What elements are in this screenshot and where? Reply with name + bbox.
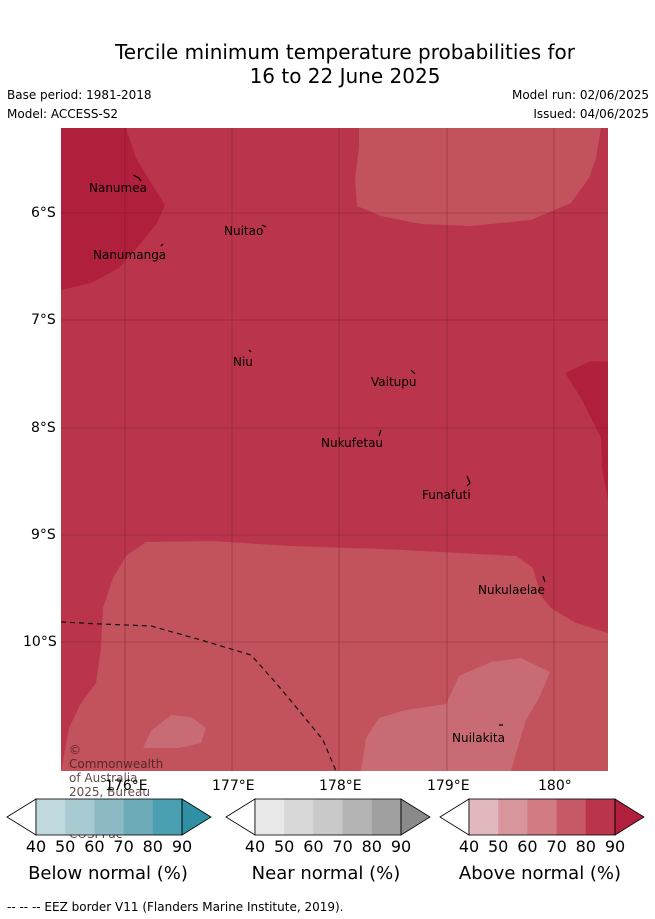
lon-label-178e: 178°E [319, 778, 362, 794]
colorbar-segment [313, 799, 344, 835]
colorbar-outline [254, 798, 402, 836]
colorbar-tick-label: 90 [604, 837, 626, 856]
colorbars [6, 798, 645, 836]
place-label-vaitupu: Vaitupu [371, 375, 417, 389]
place-label-funafuti: Funafuti [422, 488, 471, 502]
lat-label-7s: 7°S [31, 312, 56, 328]
lat-label-9s: 9°S [31, 527, 56, 543]
colorbar-under-triangle [225, 798, 256, 836]
colorbar-over-triangle [614, 798, 645, 836]
issued-date: Issued: 04/06/2025 [533, 107, 649, 121]
colorbar-segment [94, 799, 125, 835]
place-label-nanumea: Nanumea [89, 181, 147, 195]
lon-label-177e: 177°E [212, 778, 255, 794]
colorbar-tick-label: 80 [361, 837, 382, 856]
chart-title: Tercile minimum temperature probabilitie… [0, 40, 655, 88]
colorbar-segment [527, 799, 558, 835]
colorbar-segment [284, 799, 314, 835]
colorbar-tick-label: 80 [142, 837, 163, 856]
lat-label-8s: 8°S [31, 420, 56, 436]
colorbar-tick-label: 50 [55, 837, 76, 856]
graticule [61, 128, 608, 771]
colorbar-tick-label: 40 [244, 837, 266, 856]
colorbar-title-above: Above normal (%) [458, 863, 622, 884]
place-label-nukulaelae: Nukulaelae [478, 583, 545, 597]
colorbar-tick-label: 70 [546, 837, 567, 856]
colorbar-tick-label: 80 [575, 837, 596, 856]
above-90-region-northwest [61, 128, 165, 290]
colorbar-tick-label: 70 [113, 837, 134, 856]
colorbar-tick-label: 60 [84, 837, 105, 856]
colorbar-outline [468, 798, 616, 836]
colorbar-title-near: Near normal (%) [251, 863, 401, 884]
colorbar-tick-label: 70 [332, 837, 353, 856]
colorbar-segment [371, 799, 402, 835]
colorbar-tick-label: 50 [274, 837, 295, 856]
lon-label-176e: 176°E [105, 778, 148, 794]
colorbar-tick-label: 40 [25, 837, 47, 856]
probability-map [61, 128, 608, 771]
lon-label-180: 180° [538, 778, 572, 794]
place-label-nanumanga: Nanumanga [93, 248, 167, 262]
colorbar-over-triangle [181, 798, 212, 836]
colorbar-title-below: Below normal (%) [28, 863, 188, 884]
colorbar-over-triangle [400, 798, 431, 836]
colorbar-segment [152, 799, 183, 835]
lon-label-179e: 179°E [427, 778, 470, 794]
colorbar-tick-label: 60 [303, 837, 324, 856]
colorbar-segment [469, 799, 499, 835]
colorbar-tick-label: 50 [488, 837, 509, 856]
title-line-2: 16 to 22 June 2025 [249, 64, 441, 88]
above-60-region-southeast [361, 658, 550, 771]
eez-legend-footer: -- -- -- EEZ border V11 (Flanders Marine… [7, 900, 344, 914]
above-70-region-south [61, 541, 608, 771]
colorbar-below-normal [6, 798, 212, 836]
colorbar-segment [342, 799, 373, 835]
colorbar-tick-label: 90 [390, 837, 412, 856]
place-label-nukufetau: Nukufetau [321, 436, 384, 450]
colorbar-segment [36, 799, 66, 835]
base-period: Base period: 1981-2018 [7, 88, 152, 102]
colorbar-segment [123, 799, 154, 835]
above-90-region-east [565, 361, 608, 500]
lat-label-6s: 6°S [31, 205, 56, 221]
place-label-niu: Niu [233, 355, 253, 369]
colorbar-tick-label: 40 [458, 837, 480, 856]
colorbar-segment [498, 799, 528, 835]
colorbar-tick-label: 90 [171, 837, 193, 856]
colorbar-outline [35, 798, 183, 836]
model-name: Model: ACCESS-S2 [7, 107, 119, 121]
lat-label-10s: 10°S [23, 634, 57, 650]
title-line-1: Tercile minimum temperature probabilitie… [114, 40, 576, 64]
model-run: Model run: 02/06/2025 [511, 88, 649, 102]
colorbar-under-triangle [439, 798, 470, 836]
colorbar-segment [65, 799, 95, 835]
colorbar-tick-label: 60 [517, 837, 538, 856]
eez-border [61, 621, 337, 771]
colorbar-segment [556, 799, 587, 835]
colorbar-near-normal [225, 798, 431, 836]
colorbar-segment [255, 799, 285, 835]
colorbar-segment [585, 799, 616, 835]
place-label-nuilakita: Nuilakita [452, 731, 505, 745]
colorbar-under-triangle [6, 798, 37, 836]
colorbar-above-normal [439, 798, 645, 836]
island-marks [132, 174, 546, 726]
above-70-region-north [355, 128, 601, 226]
place-label-nuitao: Nuitao [224, 224, 264, 238]
above-60-region-southwest [143, 715, 206, 748]
